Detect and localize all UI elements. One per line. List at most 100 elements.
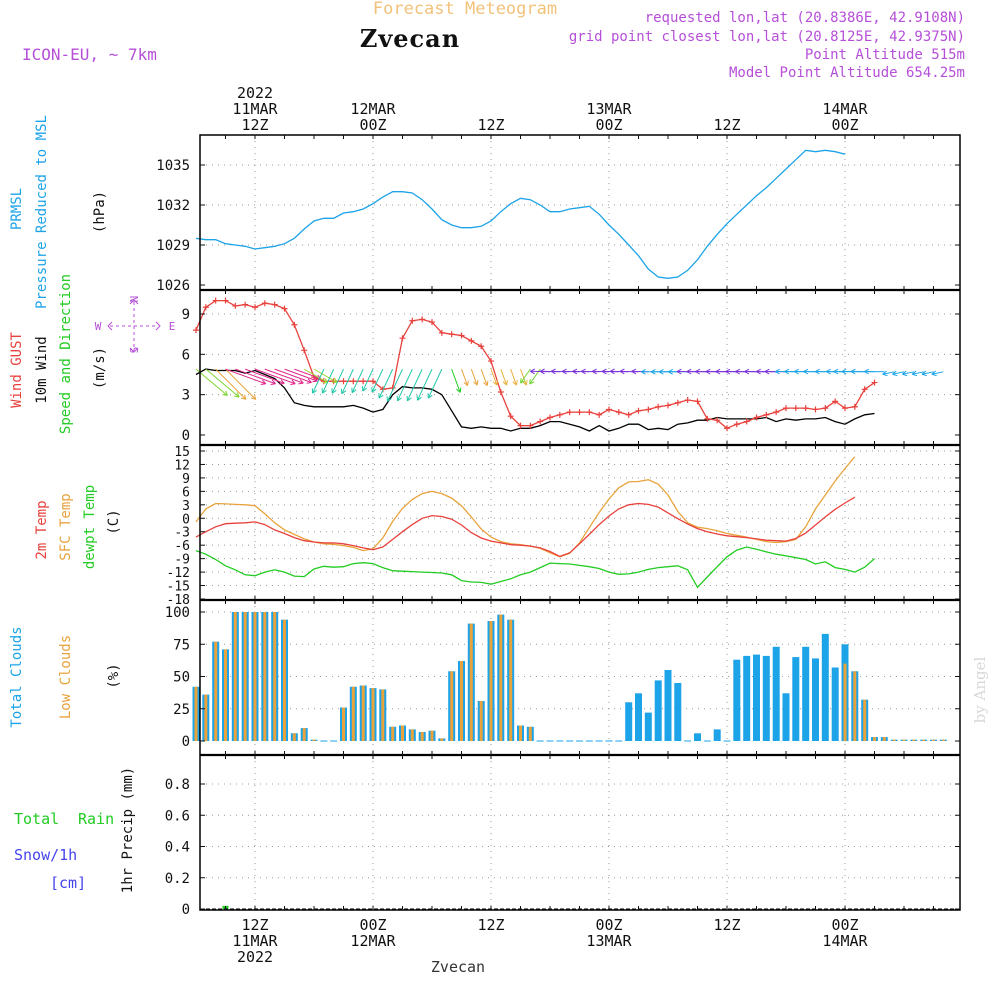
wind-arrow [451, 368, 461, 393]
top-time-label: 12MAR [350, 100, 396, 118]
total-cloud-bar [762, 655, 770, 741]
wind-arrow-head [260, 379, 267, 385]
gust-marker [340, 378, 347, 385]
wind-arrow-head [705, 368, 711, 375]
wind-arrow-head [279, 379, 285, 385]
wind-arrow-head [312, 376, 318, 383]
temp-label-2m: 2m Temp [34, 500, 50, 559]
wind-arrow-head [222, 390, 228, 396]
low-cloud-bar [932, 739, 935, 741]
total-cloud-bar [694, 733, 701, 741]
low-cloud-bar [204, 694, 208, 741]
low-cloud-bar [450, 671, 454, 741]
gust-marker [438, 329, 445, 336]
pressure-labels: PRMSL Pressure Reduced to MSL (hPa) [9, 115, 108, 309]
wind-arrow-head [931, 370, 937, 377]
wind-arrow-head [396, 395, 402, 402]
low-cloud-bar [873, 737, 876, 741]
temp-label-sfc: SFC Temp [58, 493, 74, 560]
temp-labels: 2m Temp SFC Temp dewpt Temp (C) [34, 485, 122, 569]
low-cloud-bar [243, 612, 247, 741]
total-cloud-bar [644, 712, 652, 741]
wind-speed-line [195, 368, 875, 432]
gust-marker [724, 425, 730, 432]
total-cloud-bar [733, 659, 741, 741]
gust-marker [753, 414, 760, 421]
pressure-label-prmsl: PRMSL [9, 188, 25, 230]
low-cloud-bar [214, 641, 218, 741]
ytick-label-pressure: 1029 [156, 238, 190, 254]
bottom-time-label: 14MAR [822, 932, 868, 950]
gust-marker [222, 297, 229, 304]
bottom-time-label: 12MAR [350, 932, 396, 950]
precip-label-rain: Rain [78, 810, 114, 828]
wind-arrow [331, 368, 344, 394]
wind-arrow-head [539, 368, 545, 375]
cloud-label-low: Low Clouds [58, 635, 74, 719]
low-cloud-bar [263, 612, 267, 741]
dew-temp-line [195, 546, 875, 589]
gust-marker [871, 379, 878, 386]
wind-arrow [313, 368, 338, 383]
wind-arrow-head [619, 368, 625, 375]
gust-marker [301, 347, 308, 354]
wind-arrow [490, 368, 498, 386]
wind-arrow-head [784, 368, 790, 375]
ytick-label-wind: 0 [182, 428, 190, 444]
wind-arrow [902, 371, 914, 375]
gust-marker [458, 332, 465, 339]
gust-marker [861, 386, 868, 393]
low-cloud-bar [273, 612, 277, 741]
wind-arrow-head [321, 388, 327, 394]
gust-marker [212, 297, 219, 304]
total-cloud-bar [713, 729, 721, 741]
ytick-label-temp: -18 [167, 593, 190, 608]
low-cloud-bar [371, 688, 375, 741]
top-time-label: 12Z [477, 116, 504, 134]
ytick-label-temp: 6 [182, 485, 190, 500]
wind-arrow-head [592, 368, 597, 375]
wind-arrow-head [609, 368, 615, 375]
wind-arrow-head [841, 368, 847, 375]
low-cloud-bar [381, 689, 385, 741]
gust-marker [615, 409, 622, 416]
wind-arrow-head [601, 368, 607, 375]
wind-arrow-head [530, 368, 536, 375]
wind-arrow-head [715, 368, 721, 375]
gust-marker [625, 411, 632, 418]
low-cloud-bar [253, 612, 257, 741]
low-cloud-bar [519, 725, 522, 741]
compass-south: S [128, 347, 141, 354]
low-cloud-bar [351, 686, 355, 741]
wind-arrow-head [640, 368, 646, 375]
low-cloud-bar [489, 621, 493, 741]
low-cloud-bar [194, 686, 198, 741]
grid-layer [200, 135, 960, 910]
low-cloud-bar [224, 649, 227, 741]
bottom-time-label: 2022 [237, 948, 273, 966]
gust-marker [252, 304, 258, 311]
wind-label-10m: 10m Wind [34, 336, 50, 403]
wind-arrow-head [416, 395, 422, 401]
low-cloud-bar [479, 701, 483, 741]
wind-arrow [303, 368, 328, 384]
wind-arrow-head [794, 368, 800, 375]
wind-arrow [461, 368, 468, 386]
low-cloud-bar [922, 739, 926, 741]
gust-marker [350, 378, 357, 385]
wind-arrow-head [902, 370, 908, 377]
gust-marker [517, 422, 524, 429]
wind-arrow-head [290, 379, 296, 385]
low-cloud-bar [941, 739, 945, 741]
compass-north: N [128, 296, 141, 303]
point-altitude: Point Altitude 515m [805, 47, 965, 63]
low-cloud-bar [902, 739, 906, 741]
wind-arrow-head [311, 388, 317, 394]
bottom-time-label: 12Z [713, 916, 740, 934]
total-cloud-bar [782, 693, 790, 741]
low-cloud-bar [410, 729, 414, 741]
temp-label-dew: dewpt Temp [82, 485, 98, 569]
wind-arrow-head [650, 368, 656, 375]
low-cloud-bar [509, 619, 513, 741]
wind-arrow [254, 368, 296, 385]
